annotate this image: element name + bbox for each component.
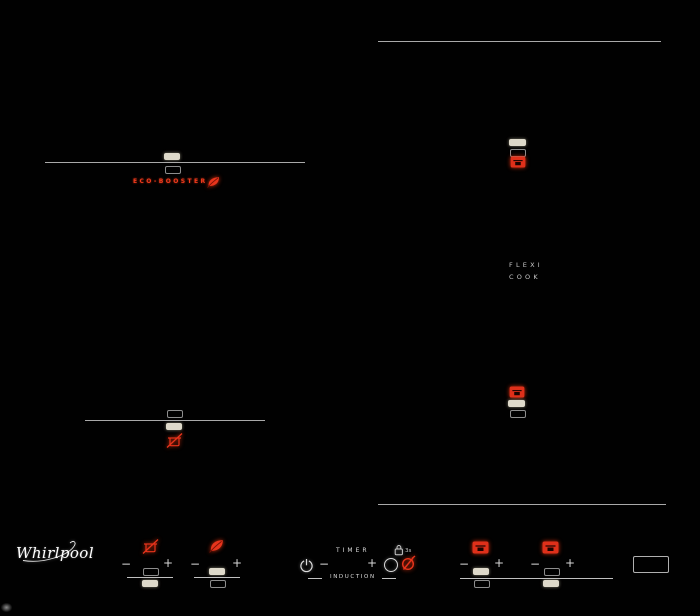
slider1-power-slider[interactable] — [127, 577, 173, 578]
slider3-pan-icon — [472, 541, 489, 554]
rear-left-zone-front-indicator — [165, 166, 181, 174]
slider4-plus-button[interactable]: + — [564, 556, 576, 570]
flexi-zone-top-line — [378, 41, 661, 42]
front-left-zone-front-indicator — [166, 423, 182, 430]
flexi-rear-pan-icon — [510, 156, 526, 168]
slider2-eco-leaf-icon — [209, 540, 223, 553]
timer-plus-button[interactable]: + — [366, 556, 378, 570]
flexi-front-indicator — [508, 400, 525, 407]
eco-booster-label: ECO-BOOSTER — [133, 178, 208, 185]
induction-dash-left — [308, 578, 322, 579]
slider4-rear-indicator — [544, 568, 560, 576]
flexi-label-line1: FLEXI — [509, 261, 543, 269]
slider1-no-pan-icon — [142, 539, 159, 554]
slider3-front-indicator — [474, 580, 490, 588]
slider1-minus-button[interactable]: − — [120, 557, 132, 571]
flexi-rear-indicator — [509, 139, 526, 146]
slider2-minus-button[interactable]: − — [189, 557, 201, 571]
slider2-plus-button[interactable]: + — [231, 556, 243, 570]
slider2-power-slider[interactable] — [194, 577, 240, 578]
lock-delay-label: 3s — [405, 548, 412, 554]
flexi-label-line2: COOK — [509, 273, 541, 281]
slider3-rear-indicator — [473, 568, 489, 575]
reflection-speck — [1, 603, 12, 612]
slider4-pan-icon — [542, 541, 559, 554]
induction-dash-right — [382, 578, 396, 579]
lock-icon[interactable] — [394, 544, 404, 556]
no-pan-indicator-icon — [401, 555, 416, 571]
flexi-front-pan-icon — [509, 386, 525, 398]
whirlpool-logo: Whirlpool — [13, 539, 98, 575]
slider1-plus-button[interactable]: + — [162, 556, 174, 570]
flexi-front-indicator-outline — [510, 410, 526, 418]
slider2-front-indicator — [210, 580, 226, 588]
slider4-front-indicator — [543, 580, 559, 587]
flexi-power-slider[interactable] — [460, 578, 613, 579]
slider1-rear-indicator — [143, 568, 159, 576]
slider4-minus-button[interactable]: − — [529, 557, 541, 571]
induction-label: INDUCTION — [330, 574, 376, 580]
slider1-front-indicator — [142, 580, 158, 587]
slider3-minus-button[interactable]: − — [458, 557, 470, 571]
flexi-select-button[interactable] — [384, 558, 398, 572]
front-left-zone-rear-indicator — [167, 410, 183, 418]
front-left-no-pan-icon — [166, 433, 183, 448]
display-window — [633, 556, 669, 573]
flexi-zone-bottom-line — [378, 504, 666, 505]
timer-minus-button[interactable]: − — [318, 557, 330, 571]
whirlpool-logo-text: Whirlpool — [16, 544, 94, 562]
slider2-rear-indicator — [209, 568, 225, 575]
slider3-plus-button[interactable]: + — [493, 556, 505, 570]
power-button[interactable] — [299, 558, 314, 573]
eco-booster-leaf-icon — [207, 177, 219, 188]
front-left-zone-line — [85, 420, 265, 421]
whirlpool-logo-swash — [22, 541, 76, 562]
rear-left-zone-rear-indicator — [164, 153, 180, 160]
rear-left-zone-line — [45, 162, 305, 163]
timer-label: TIMER — [336, 547, 370, 554]
